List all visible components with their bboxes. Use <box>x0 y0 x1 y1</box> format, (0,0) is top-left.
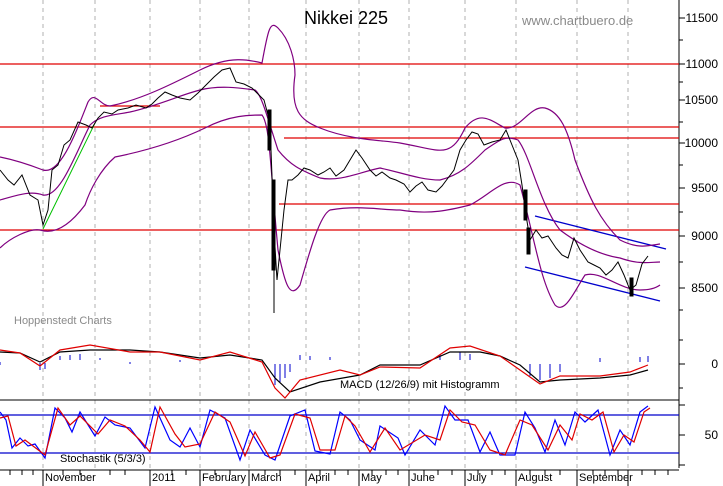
stochastic-lines <box>0 404 651 462</box>
horizontal-levels <box>0 63 679 231</box>
stoch-50-label: 50 <box>704 428 718 442</box>
x-label-september: September <box>579 472 633 484</box>
x-label-2011: 2011 <box>152 472 176 484</box>
y-tick-8500: 8500 <box>691 281 718 295</box>
stoch-d-line <box>0 405 651 459</box>
x-label-may: May <box>361 472 382 484</box>
trend-channel <box>524 215 667 302</box>
x-label-august: August <box>518 472 553 484</box>
macd-histogram <box>0 352 649 385</box>
month-gridlines <box>42 0 629 470</box>
x-label-july: July <box>467 472 487 484</box>
x-label-june: June <box>411 472 435 484</box>
y-tick-9500: 9500 <box>691 181 718 195</box>
macd-line <box>0 344 649 399</box>
chart-title: Nikkei 225 <box>304 8 389 28</box>
x-label-february: February <box>202 472 247 484</box>
macd-lines <box>0 344 649 399</box>
uptrend-line <box>42 122 96 230</box>
signal-line <box>0 349 649 393</box>
bollinger-bands <box>0 24 661 308</box>
price-axis <box>678 0 685 468</box>
y-tick-10500: 10500 <box>684 93 718 107</box>
macd-label: MACD (12/26/9) mit Histogramm <box>340 379 500 391</box>
watermark-link[interactable]: www.chartbuero.de <box>522 13 634 28</box>
x-label-april: April <box>308 472 331 484</box>
price-candles <box>0 67 649 313</box>
stochastic-label: Stochastik (5/3/3) <box>60 453 146 465</box>
x-axis-ticks <box>9 470 669 486</box>
x-label-march: March <box>251 472 282 484</box>
y-tick-11000: 11000 <box>685 57 718 71</box>
macd-zero-label: 0 <box>711 357 718 371</box>
y-tick-9000: 9000 <box>691 229 718 243</box>
y-tick-11500: 11500 <box>685 11 718 25</box>
stoch-k-line <box>0 404 649 462</box>
x-label-november: November <box>45 472 96 484</box>
source-label: Hoppenstedt Charts <box>14 315 112 327</box>
y-tick-10000: 10000 <box>684 136 718 150</box>
